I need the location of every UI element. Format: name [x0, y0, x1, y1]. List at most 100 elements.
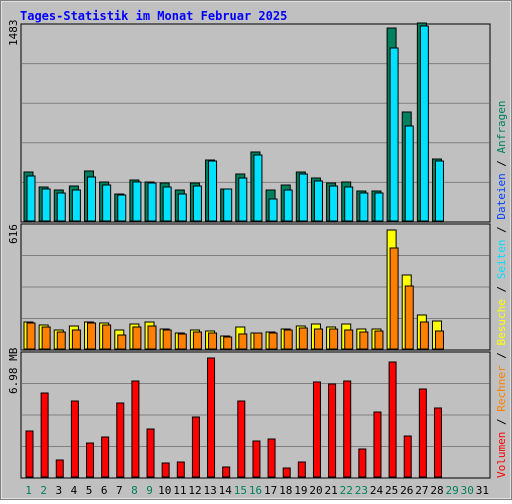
bar-volume-day-13 [207, 357, 216, 478]
x-axis-day-label: 5 [86, 484, 93, 497]
bar-hosts-day-7 [117, 334, 127, 350]
bar-pages-day-10 [162, 186, 172, 222]
bar-volume-day-9 [146, 428, 155, 478]
bar-pages-day-22 [344, 186, 354, 222]
x-axis-day-label: 4 [71, 484, 78, 497]
legend-separator: / [495, 153, 508, 173]
bar-pages-day-8 [132, 181, 142, 222]
x-axis-day-label: 30 [461, 484, 474, 497]
bar-volume-day-25 [388, 361, 397, 478]
x-axis-day-label: 23 [355, 484, 368, 497]
x-axis-day-label: 31 [476, 484, 489, 497]
x-axis-day-label: 29 [446, 484, 459, 497]
bar-pages-day-15 [238, 177, 248, 222]
bar-volume-day-24 [373, 411, 382, 478]
bar-hosts-day-3 [56, 331, 66, 350]
bar-volume-day-6 [101, 436, 110, 478]
x-axis-day-label: 19 [294, 484, 307, 497]
bar-volume-day-2 [40, 392, 49, 478]
bar-volume-day-16 [252, 440, 261, 478]
bar-pages-day-4 [71, 189, 81, 222]
bar-pages-day-18 [283, 189, 293, 222]
bar-hosts-day-8 [132, 326, 142, 350]
bar-pages-day-21 [329, 185, 339, 222]
legend-volume: Volumen [495, 432, 508, 478]
bar-volume-day-21 [328, 383, 337, 478]
bar-pages-day-25 [389, 47, 399, 222]
x-axis-day-label: 28 [430, 484, 443, 497]
bar-hosts-day-2 [41, 326, 51, 350]
bar-hosts-day-19 [298, 327, 308, 350]
bar-volume-day-15 [237, 400, 246, 478]
x-axis-day-label: 1 [25, 484, 32, 497]
bar-pages-day-13 [208, 160, 218, 222]
bar-hosts-day-13 [208, 332, 218, 350]
bar-volume-day-7 [116, 402, 125, 478]
visits-ymax-label: 616 [7, 224, 20, 244]
bar-volume-day-26 [403, 435, 412, 478]
legend-files: Dateien [495, 173, 508, 219]
bar-volume-day-14 [222, 466, 231, 478]
x-axis-day-label: 6 [101, 484, 108, 497]
bar-pages-day-23 [359, 192, 369, 222]
bar-hosts-day-14 [223, 336, 233, 350]
bar-volume-day-3 [55, 459, 64, 478]
legend-separator: / [495, 346, 508, 366]
bar-pages-day-16 [253, 154, 263, 222]
bar-hosts-day-16 [253, 332, 263, 350]
legend-separator: / [495, 412, 508, 432]
bar-hosts-day-26 [404, 285, 414, 350]
bar-pages-day-7 [117, 194, 127, 222]
bar-volume-day-11 [176, 461, 185, 478]
x-axis-day-label: 8 [131, 484, 138, 497]
x-axis-day-label: 16 [249, 484, 262, 497]
x-axis-day-label: 26 [400, 484, 413, 497]
bar-pages-day-2 [41, 188, 51, 222]
bar-pages-day-20 [313, 180, 323, 222]
bar-hosts-day-20 [313, 328, 323, 350]
bar-hosts-day-25 [389, 247, 399, 350]
legend-separator: / [495, 279, 508, 299]
bar-volume-day-22 [343, 380, 352, 478]
volume-ymax-label: 6.98 MB [7, 347, 20, 394]
bar-pages-day-11 [177, 193, 187, 222]
bar-volume-day-27 [418, 388, 427, 478]
x-axis-day-label: 14 [219, 484, 233, 497]
bar-hosts-day-10 [162, 329, 172, 350]
bar-volume-day-20 [312, 381, 321, 478]
bar-hosts-day-22 [344, 329, 354, 350]
x-axis-day-label: 21 [325, 484, 338, 497]
bar-volume-day-17 [267, 438, 276, 478]
x-axis-day-label: 12 [188, 484, 201, 497]
bar-pages-day-3 [56, 192, 66, 222]
bar-pages-day-14 [223, 188, 233, 222]
legend-separator: / [495, 220, 508, 240]
x-axis-day-label: 22 [340, 484, 353, 497]
bars [23, 22, 444, 478]
bar-hosts-day-12 [192, 331, 202, 350]
x-axis-day-label: 7 [116, 484, 123, 497]
hits-ymax-label: 1483 [7, 20, 20, 47]
bar-hosts-day-17 [268, 332, 278, 350]
legend: Volumen / Rechner / Besuche / Seiten / D… [495, 100, 508, 478]
bar-volume-day-23 [358, 448, 367, 478]
bar-hosts-day-6 [102, 324, 112, 350]
x-axis-day-label: 10 [158, 484, 171, 497]
bar-pages-day-1 [26, 175, 36, 222]
bar-pages-day-9 [147, 182, 157, 222]
bar-hosts-day-15 [238, 333, 248, 350]
x-axis-day-label: 11 [173, 484, 186, 497]
legend-pages: Seiten [495, 240, 508, 280]
bar-hosts-day-4 [71, 329, 81, 350]
bar-hosts-day-5 [87, 322, 97, 350]
bar-hosts-day-18 [283, 329, 293, 350]
bar-pages-day-26 [404, 125, 414, 222]
x-axis-day-label: 20 [309, 484, 322, 497]
bar-pages-day-6 [102, 184, 112, 222]
bar-volume-day-10 [161, 462, 170, 478]
bar-hosts-day-24 [374, 330, 384, 350]
bar-hosts-day-27 [419, 321, 429, 350]
bar-hosts-day-28 [434, 330, 444, 350]
bar-pages-day-5 [87, 176, 97, 222]
